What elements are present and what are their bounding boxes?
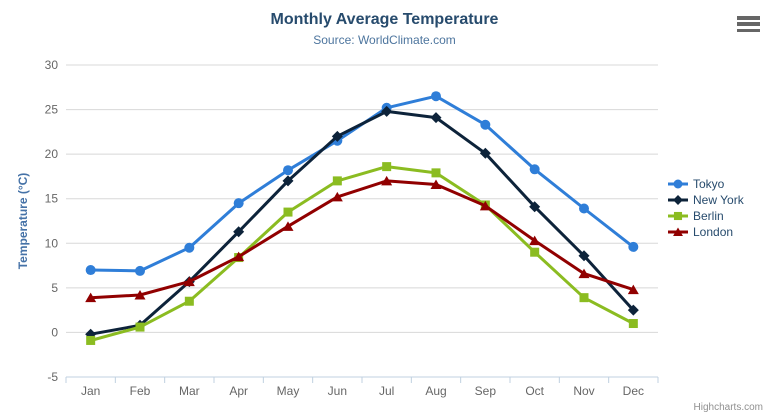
series-new-york xyxy=(85,105,639,340)
x-axis-label: Mar xyxy=(179,384,200,398)
circle-icon xyxy=(668,179,688,189)
triangle-marker[interactable] xyxy=(578,268,590,279)
hamburger-bar xyxy=(737,16,760,20)
square-marker[interactable] xyxy=(382,162,392,172)
square-marker[interactable] xyxy=(530,247,540,257)
x-axis-label: Jun xyxy=(328,384,347,398)
x-axis-label: May xyxy=(277,384,300,398)
square-marker[interactable] xyxy=(135,322,145,332)
legend-item-new-york[interactable]: New York xyxy=(668,192,744,208)
hamburger-bar xyxy=(737,22,760,26)
triangle-marker[interactable] xyxy=(430,179,442,189)
circle-marker[interactable] xyxy=(431,91,441,102)
triangle-icon xyxy=(668,227,688,237)
x-axis-label: Nov xyxy=(573,384,594,398)
chart-title: Monthly Average Temperature xyxy=(270,11,499,28)
series-line-london xyxy=(89,179,635,300)
square-marker[interactable] xyxy=(579,293,589,303)
triangle-marker[interactable] xyxy=(233,251,245,262)
diamond-marker[interactable] xyxy=(282,175,294,187)
triangle-marker[interactable] xyxy=(282,221,294,231)
legend-item-london[interactable]: London xyxy=(668,224,744,240)
x-axis-label: Sep xyxy=(475,384,497,398)
x-axis-label: Jul xyxy=(379,384,394,398)
hamburger-icon[interactable] xyxy=(736,15,761,33)
triangle-marker[interactable] xyxy=(479,200,491,211)
x-axis-label: Apr xyxy=(229,384,248,398)
legend-label: New York xyxy=(693,193,744,207)
x-axis-label: Feb xyxy=(130,384,151,398)
triangle-marker[interactable] xyxy=(134,289,146,300)
square-marker[interactable] xyxy=(431,168,441,178)
x-axis-label: Oct xyxy=(525,384,544,398)
diamond-marker[interactable] xyxy=(479,147,491,159)
triangle-marker[interactable] xyxy=(85,292,97,303)
series-line-new-york xyxy=(89,109,635,336)
legend-label: Tokyo xyxy=(693,177,725,191)
chart-subtitle: Source: WorldClimate.com xyxy=(313,33,456,47)
triangle-marker[interactable] xyxy=(529,235,541,246)
triangle-marker[interactable] xyxy=(331,191,343,202)
legend: Tokyo New York Berlin London xyxy=(668,176,744,240)
square-marker[interactable] xyxy=(332,176,342,186)
legend-label: London xyxy=(693,225,734,239)
circle-marker[interactable] xyxy=(135,265,145,276)
square-marker[interactable] xyxy=(283,207,293,217)
diamond-icon xyxy=(668,195,688,205)
series-tokyo xyxy=(85,91,639,276)
legend-item-tokyo[interactable]: Tokyo xyxy=(668,176,744,192)
y-axis-label: 0 xyxy=(51,325,58,339)
circle-marker[interactable] xyxy=(480,119,491,130)
legend-label: Berlin xyxy=(693,209,724,223)
y-axis-label: 10 xyxy=(45,236,59,250)
x-axis-label: Jan xyxy=(81,384,100,398)
circle-marker[interactable] xyxy=(579,203,589,214)
circle-marker[interactable] xyxy=(283,165,293,176)
triangle-marker[interactable] xyxy=(183,276,195,287)
circle-marker[interactable] xyxy=(233,198,244,209)
triangle-marker[interactable] xyxy=(381,175,393,186)
series-berlin xyxy=(86,162,638,345)
diamond-marker[interactable] xyxy=(529,201,541,213)
diamond-marker[interactable] xyxy=(331,130,343,142)
legend-item-berlin[interactable]: Berlin xyxy=(668,208,744,224)
series-london xyxy=(85,175,639,303)
triangle-marker[interactable] xyxy=(627,284,639,295)
circle-marker[interactable] xyxy=(85,265,96,276)
circle-marker[interactable] xyxy=(628,241,639,252)
square-marker xyxy=(673,211,683,221)
x-axis-label: Aug xyxy=(425,384,446,398)
diamond-marker[interactable] xyxy=(578,250,590,262)
y-axis-label: 25 xyxy=(45,103,59,117)
y-axis-label: -5 xyxy=(47,370,58,384)
y-axis-label: 30 xyxy=(45,58,59,72)
y-axis-label: 20 xyxy=(45,147,59,161)
y-axis-label: 5 xyxy=(51,281,58,295)
diamond-marker[interactable] xyxy=(233,226,245,238)
diamond-marker[interactable] xyxy=(381,105,393,117)
credits-link[interactable]: Highcharts.com xyxy=(693,402,763,413)
diamond-marker[interactable] xyxy=(430,112,442,124)
square-marker[interactable] xyxy=(86,335,96,345)
y-axis-title: Temperature (°C) xyxy=(16,173,30,270)
triangle-marker xyxy=(673,227,683,237)
circle-marker[interactable] xyxy=(529,164,540,175)
square-marker[interactable] xyxy=(628,319,638,329)
hamburger-bar xyxy=(737,28,760,32)
series-line-berlin xyxy=(89,165,635,342)
diamond-marker xyxy=(673,195,683,205)
square-icon xyxy=(668,211,688,221)
circle-marker[interactable] xyxy=(184,242,195,253)
x-axis-label: Dec xyxy=(623,384,644,398)
circle-marker xyxy=(673,179,683,189)
y-axis-label: 15 xyxy=(45,192,59,206)
square-marker[interactable] xyxy=(184,296,194,306)
diamond-marker[interactable] xyxy=(627,304,639,316)
